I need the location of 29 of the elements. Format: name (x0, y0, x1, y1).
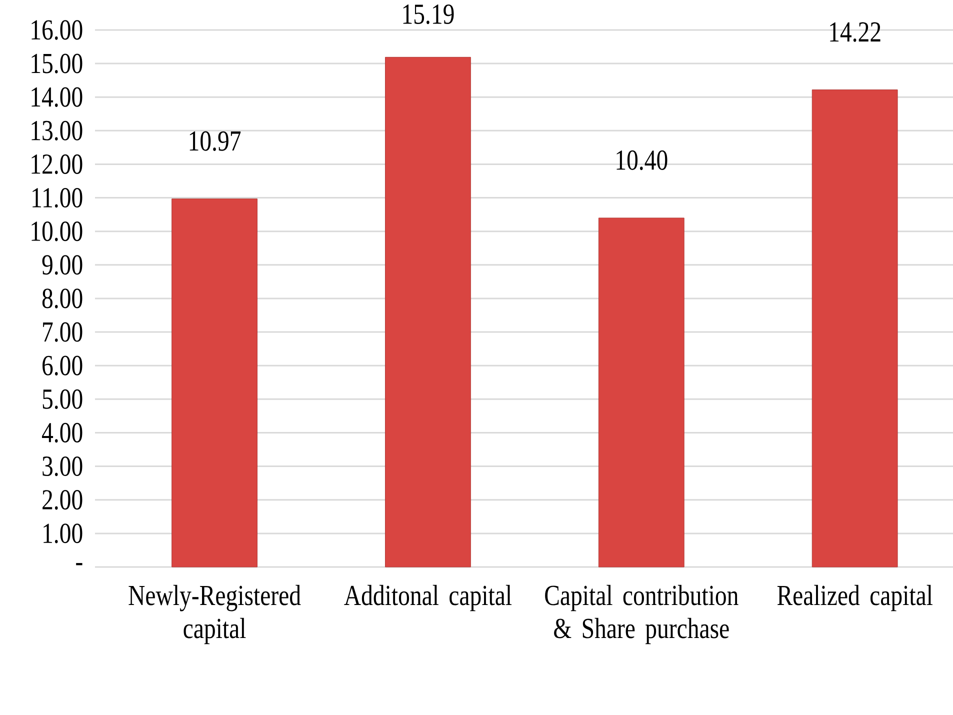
y-tick-label: 12.00 (32, 154, 82, 174)
y-tick-label: 8.00 (42, 288, 82, 308)
y-tick-label: 9.00 (42, 255, 82, 275)
y-tick-label: 7.00 (43, 322, 82, 342)
y-tick-label: 14.00 (32, 87, 82, 107)
x-tick-label: Realized capital (777, 584, 932, 612)
y-tick-label: 1.00 (44, 524, 82, 544)
bar (385, 56, 471, 568)
bar (172, 198, 258, 568)
data-label: 10.40 (616, 150, 668, 170)
y-tick-label: 6.00 (42, 356, 82, 376)
x-tick-label: Additonal capital (344, 584, 512, 612)
y-tick-label: 15.00 (32, 54, 82, 74)
y-tick-label: 4.00 (42, 422, 82, 443)
y-tick-label: 13.00 (32, 120, 82, 141)
data-label: 14.22 (830, 22, 880, 42)
y-tick-label: 5.00 (42, 389, 82, 410)
data-label: 15.19 (403, 4, 454, 24)
bar (812, 89, 898, 568)
y-tick-label: 11.00 (32, 188, 82, 208)
x-tick-label: Capital contribution & Share purchase (545, 584, 738, 644)
y-tick-label: 2.00 (42, 490, 82, 510)
y-tick-label: 16.00 (32, 20, 82, 40)
y-tick-label: - (76, 563, 82, 566)
bar (598, 218, 684, 568)
data-label: 10.97 (190, 131, 241, 151)
y-tick-label: 10.00 (32, 222, 82, 242)
x-tick-label: Newly-Registered capital (128, 584, 301, 644)
y-tick-label: 3.00 (42, 456, 82, 476)
